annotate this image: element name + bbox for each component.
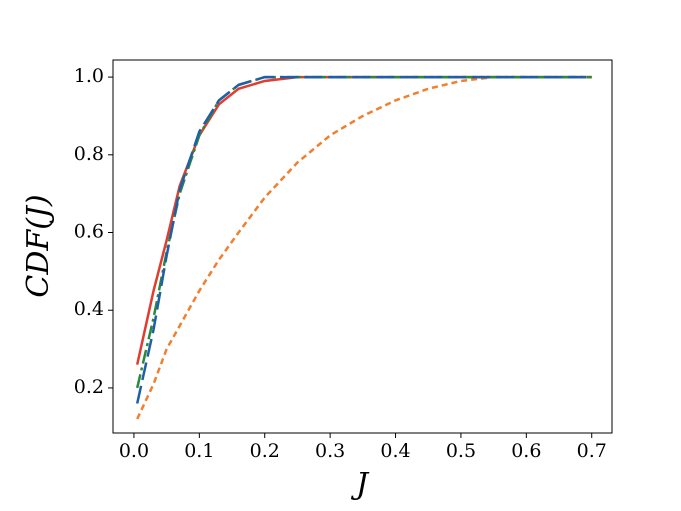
x-tick-label: 0.3 <box>315 440 345 462</box>
x-tick-label: 0.0 <box>119 440 149 462</box>
plot-frame <box>112 59 613 434</box>
y-tick-label: 0.6 <box>74 221 104 243</box>
x-tick-label: 0.5 <box>446 440 476 462</box>
series-line <box>136 75 592 420</box>
x-tick-label: 0.4 <box>380 440 410 462</box>
y-tick-label: 1.0 <box>74 65 104 87</box>
y-tick-label: 0.4 <box>74 298 104 320</box>
y-tick-label: 0.2 <box>74 376 104 398</box>
series-line <box>135 75 592 404</box>
x-tick-label: 0.2 <box>250 440 280 462</box>
x-tick-label: 0.6 <box>511 440 541 462</box>
x-tick-label: 0.7 <box>577 440 607 462</box>
x-tick-label: 0.1 <box>184 440 214 462</box>
x-axis-title: J <box>350 467 370 502</box>
y-tick-label: 0.8 <box>74 143 104 165</box>
y-axis-title: CDF(J) <box>21 194 56 297</box>
